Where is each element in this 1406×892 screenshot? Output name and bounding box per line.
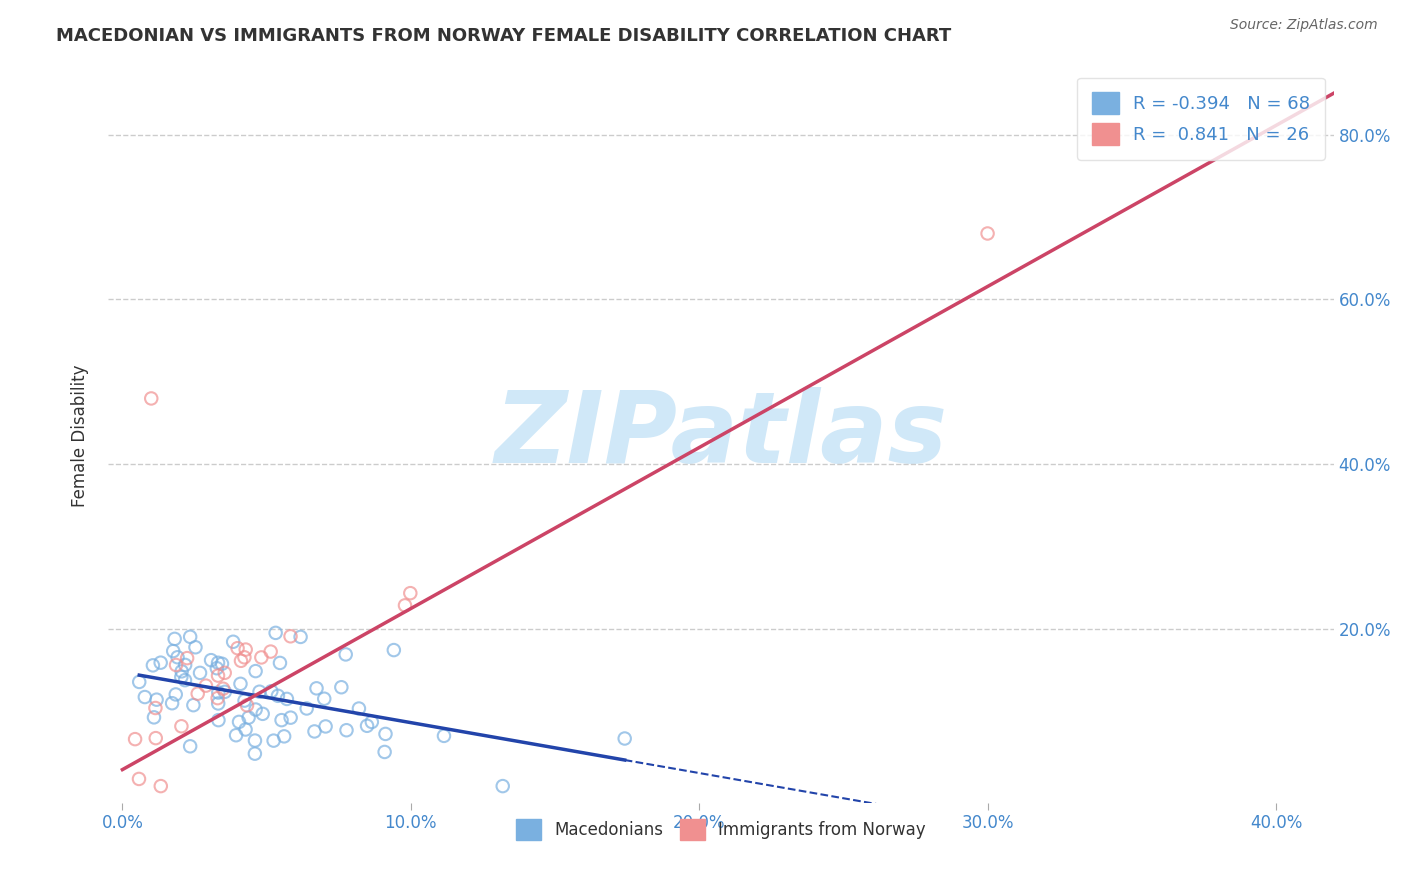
Point [183, 698, 205, 713]
Point [145, 731, 167, 745]
Point [162, 644, 184, 658]
Point [243, 747, 266, 761]
Point [374, 727, 396, 741]
Point [214, 685, 236, 699]
Text: MACEDONIAN VS IMMIGRANTS FROM NORWAY FEMALE DISABILITY CORRELATION CHART: MACEDONIAN VS IMMIGRANTS FROM NORWAY FEM… [56, 27, 952, 45]
Point [295, 701, 318, 715]
Point [228, 714, 250, 729]
Point [225, 728, 247, 742]
Point [335, 723, 357, 738]
Point [143, 710, 166, 724]
Point [142, 658, 165, 673]
Point [134, 690, 156, 704]
Point [290, 630, 312, 644]
Legend: R = -0.394   N = 68, R =  0.841   N = 26: R = -0.394 N = 68, R = 0.841 N = 26 [1077, 78, 1324, 160]
Point [330, 680, 353, 694]
Point [335, 648, 357, 662]
Point [212, 681, 235, 696]
Point [269, 656, 291, 670]
Point [267, 689, 290, 703]
Point [233, 693, 256, 707]
Point [280, 629, 302, 643]
Point [170, 665, 193, 679]
Point [124, 732, 146, 747]
Point [304, 724, 326, 739]
Point [200, 653, 222, 667]
Point [236, 698, 259, 713]
Point [188, 665, 211, 680]
Point [214, 665, 236, 680]
Point [233, 650, 256, 665]
Point [263, 733, 285, 747]
Point [235, 723, 257, 737]
Point [145, 701, 167, 715]
Point [145, 692, 167, 706]
Point [249, 684, 271, 698]
Point [194, 679, 217, 693]
Point [149, 656, 172, 670]
Point [280, 711, 302, 725]
Point [347, 701, 370, 715]
Y-axis label: Female Disability: Female Disability [72, 364, 89, 507]
Point [270, 713, 292, 727]
Point [141, 392, 163, 406]
Point [245, 702, 267, 716]
Point [273, 730, 295, 744]
Point [128, 772, 150, 786]
Text: Source: ZipAtlas.com: Source: ZipAtlas.com [1230, 18, 1378, 32]
Point [165, 657, 187, 672]
Point [207, 668, 229, 682]
Point [492, 779, 515, 793]
Point [149, 779, 172, 793]
Point [211, 657, 233, 671]
Point [315, 719, 337, 733]
Point [184, 640, 207, 655]
Point [166, 650, 188, 665]
Point [226, 641, 249, 656]
Point [229, 654, 252, 668]
Point [207, 656, 229, 670]
Point [170, 670, 193, 684]
Point [613, 731, 636, 746]
Point [252, 706, 274, 721]
Point [243, 733, 266, 747]
Point [314, 691, 336, 706]
Point [179, 739, 201, 754]
Point [360, 714, 382, 729]
Point [374, 745, 396, 759]
Point [245, 664, 267, 678]
Point [238, 710, 260, 724]
Point [176, 651, 198, 665]
Point [976, 227, 998, 241]
Point [260, 644, 283, 658]
Point [276, 692, 298, 706]
Point [165, 688, 187, 702]
Point [250, 650, 273, 665]
Point [222, 634, 245, 648]
Point [207, 713, 229, 727]
Point [170, 719, 193, 733]
Point [128, 674, 150, 689]
Point [205, 661, 228, 675]
Point [399, 586, 422, 600]
Point [382, 643, 405, 657]
Point [207, 697, 229, 711]
Point [174, 673, 197, 687]
Point [356, 719, 378, 733]
Point [305, 681, 328, 696]
Point [229, 677, 252, 691]
Point [433, 729, 456, 743]
Point [394, 599, 416, 613]
Point [235, 642, 257, 657]
Point [179, 630, 201, 644]
Point [207, 691, 229, 706]
Point [260, 684, 283, 698]
Text: ZIPatlas: ZIPatlas [495, 387, 948, 484]
Point [187, 687, 209, 701]
Point [174, 657, 197, 672]
Point [207, 685, 229, 699]
Point [160, 696, 183, 710]
Point [264, 626, 287, 640]
Point [163, 632, 186, 646]
